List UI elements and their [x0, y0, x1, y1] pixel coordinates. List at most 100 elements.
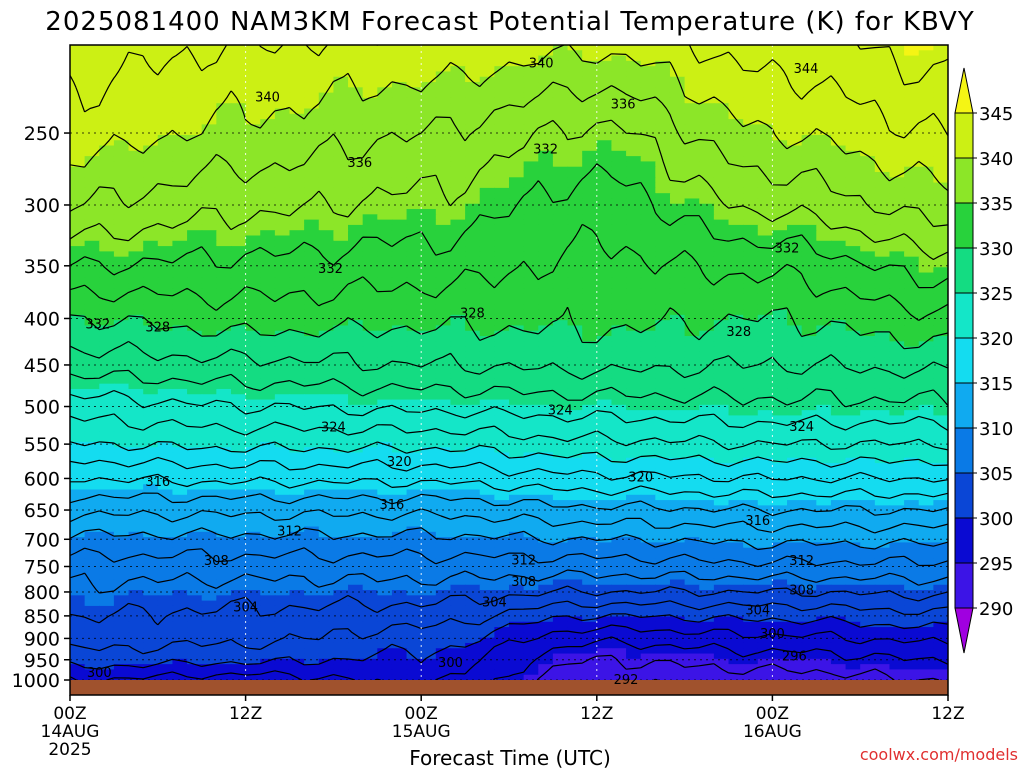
field-cell — [348, 415, 364, 422]
field-cell — [465, 76, 481, 83]
field-cell — [84, 182, 100, 189]
field-cell — [245, 410, 261, 417]
field-cell — [421, 367, 437, 374]
field-cell — [70, 404, 86, 411]
field-cell — [933, 230, 948, 237]
field-cell — [655, 404, 671, 411]
field-cell — [655, 261, 671, 268]
field-cell — [845, 224, 861, 231]
field-cell — [860, 314, 876, 321]
field-cell — [216, 129, 232, 136]
field-cell — [450, 341, 466, 348]
field-cell — [128, 87, 144, 94]
field-cell — [435, 357, 452, 364]
field-cell — [816, 203, 832, 210]
field-cell — [274, 394, 291, 401]
field-cell — [245, 145, 261, 152]
field-cell — [626, 314, 642, 321]
field-cell — [435, 182, 452, 189]
field-cell — [611, 267, 627, 274]
field-cell — [391, 161, 408, 168]
field-cell — [391, 415, 408, 422]
field-cell — [289, 309, 305, 316]
field-cell — [523, 251, 539, 258]
field-cell — [582, 60, 598, 67]
field-cell — [918, 219, 934, 226]
field-cell — [655, 124, 671, 131]
field-cell — [626, 267, 642, 274]
field-cell — [816, 420, 832, 427]
field-cell — [289, 45, 305, 51]
field-cell — [509, 436, 525, 443]
field-cell — [830, 177, 847, 184]
field-cell — [274, 468, 291, 475]
field-cell — [933, 277, 948, 284]
field-cell — [757, 431, 773, 438]
field-cell — [830, 145, 847, 152]
field-cell — [582, 161, 598, 168]
field-cell — [596, 346, 613, 353]
field-cell — [933, 457, 948, 464]
field-cell — [830, 76, 847, 83]
field-cell — [435, 415, 452, 422]
field-cell — [128, 478, 144, 485]
field-cell — [699, 82, 715, 88]
field-cell — [260, 314, 276, 321]
field-cell — [538, 113, 554, 120]
field-cell — [479, 346, 495, 353]
field-cell — [611, 224, 627, 231]
field-cell — [479, 431, 495, 438]
field-cell — [787, 55, 803, 62]
field-cell — [684, 399, 700, 406]
field-cell — [640, 288, 656, 295]
field-cell — [552, 320, 569, 327]
field-cell — [860, 309, 876, 316]
field-cell — [699, 436, 715, 443]
field-cell — [743, 50, 759, 57]
field-cell — [157, 209, 174, 215]
field-cell — [567, 230, 583, 237]
field-cell — [362, 219, 378, 226]
field-cell — [801, 71, 817, 78]
field-cell — [669, 60, 686, 67]
field-cell — [406, 447, 422, 454]
field-cell — [377, 452, 393, 459]
field-cell — [699, 256, 715, 263]
field-cell — [289, 230, 305, 237]
field-cell — [845, 182, 861, 189]
field-cell — [318, 124, 334, 131]
field-cell — [421, 246, 437, 252]
field-cell — [143, 150, 159, 157]
field-cell — [479, 256, 495, 263]
field-cell — [757, 357, 773, 364]
field-cell — [933, 388, 948, 395]
field-cell — [391, 150, 408, 157]
field-cell — [99, 478, 115, 485]
field-cell — [450, 436, 466, 443]
field-cell — [889, 383, 905, 390]
field-cell — [699, 304, 715, 311]
field-cell — [713, 140, 730, 147]
field-cell — [743, 246, 759, 252]
field-cell — [757, 452, 773, 459]
field-cell — [172, 383, 188, 390]
field-cell — [216, 283, 232, 290]
field-cell — [596, 336, 613, 342]
field-cell — [816, 277, 832, 284]
field-cell — [713, 161, 730, 168]
field-cell — [669, 256, 686, 263]
field-cell — [274, 177, 291, 184]
field-cell — [274, 304, 291, 311]
field-cell — [113, 97, 130, 104]
field-cell — [113, 246, 130, 252]
field-cell — [860, 182, 876, 189]
field-cell — [494, 426, 510, 432]
field-cell — [84, 187, 100, 194]
field-cell — [655, 198, 671, 205]
field-cell — [523, 394, 539, 401]
field-cell — [113, 299, 130, 305]
field-cell — [699, 346, 715, 353]
field-cell — [669, 214, 686, 221]
field-cell — [655, 473, 671, 480]
field-cell — [274, 161, 291, 168]
